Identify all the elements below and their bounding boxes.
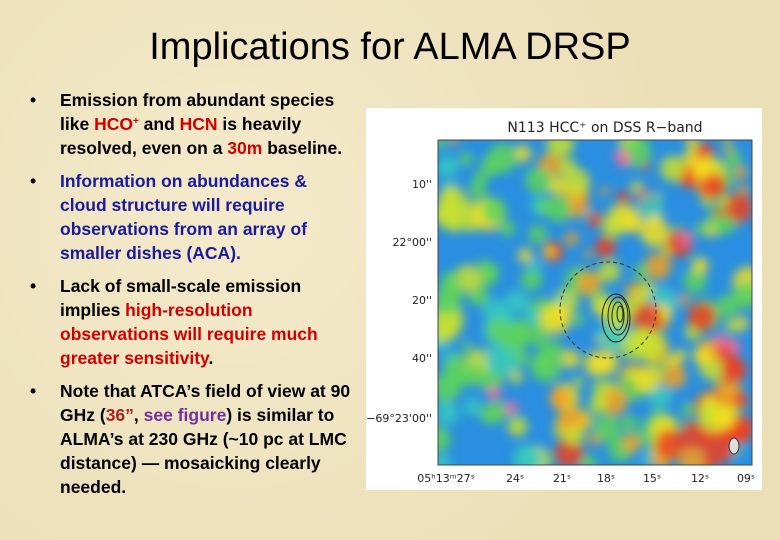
- x-label: 18ˢ: [597, 472, 615, 485]
- bullet-text: Note that ATCA’s field of view at 90 GHz…: [60, 381, 351, 425]
- slide-title: Implications for ALMA DRSP: [149, 26, 631, 68]
- bullet-text: baseline.: [262, 138, 343, 158]
- bullet: Note that ATCA’s field of view at 90 GHz…: [26, 379, 356, 499]
- x-label: 09ˢ: [737, 472, 755, 485]
- bullet-text: see figure: [143, 405, 227, 425]
- bullet-text: 36”: [105, 405, 134, 425]
- bullet: Lack of small-scale emission implies hig…: [26, 274, 356, 370]
- bullet-text: Information on abundances & cloud struct…: [60, 171, 308, 263]
- y-label: −69°23'00'': [366, 412, 432, 425]
- y-label: 22°00'': [392, 236, 432, 249]
- bullet-text: HCO: [94, 114, 133, 134]
- bullet-text: HCN: [179, 114, 218, 134]
- bullet: Information on abundances & cloud struct…: [26, 169, 356, 265]
- bullet-text: ) is similar to ALMA’s at 230 GHz (~10 p…: [60, 405, 347, 497]
- bullet-text: and: [138, 114, 180, 134]
- bullet-text: .: [208, 348, 214, 368]
- figure: N113 HCC⁺ on DSS R−band 10'' 22°00'' 20'' 4…: [366, 108, 762, 490]
- y-label: 10'': [412, 178, 432, 191]
- bullet-text: Lack of small-scale emission implies: [60, 276, 302, 320]
- bullet-text: high-resolution observations will requir…: [60, 300, 318, 368]
- figure-title: N113 HCC⁺ on DSS R−band: [507, 120, 702, 136]
- bullet: Emission from abundant species like HCO+…: [26, 88, 356, 160]
- bullet-list: Emission from abundant species like HCO+…: [26, 88, 356, 508]
- x-label: 21ˢ: [553, 472, 571, 485]
- x-label: 15ˢ: [643, 472, 661, 485]
- bullet-text: ,: [133, 405, 144, 425]
- map: [438, 140, 752, 465]
- bullet-text: 30m: [227, 138, 263, 158]
- x-label: 05ʰ13ᵐ27ˢ: [417, 472, 474, 485]
- bullet-text: is heavily resolved, even on a: [60, 114, 302, 158]
- x-label: 24ˢ: [506, 472, 524, 485]
- x-label: 12ˢ: [691, 472, 709, 485]
- map-border: [437, 139, 753, 466]
- y-label: 20'': [412, 294, 432, 307]
- y-label: 40'': [412, 352, 432, 365]
- bullet-text: Emission from abundant species like: [60, 90, 335, 134]
- bullet-text: +: [132, 116, 139, 127]
